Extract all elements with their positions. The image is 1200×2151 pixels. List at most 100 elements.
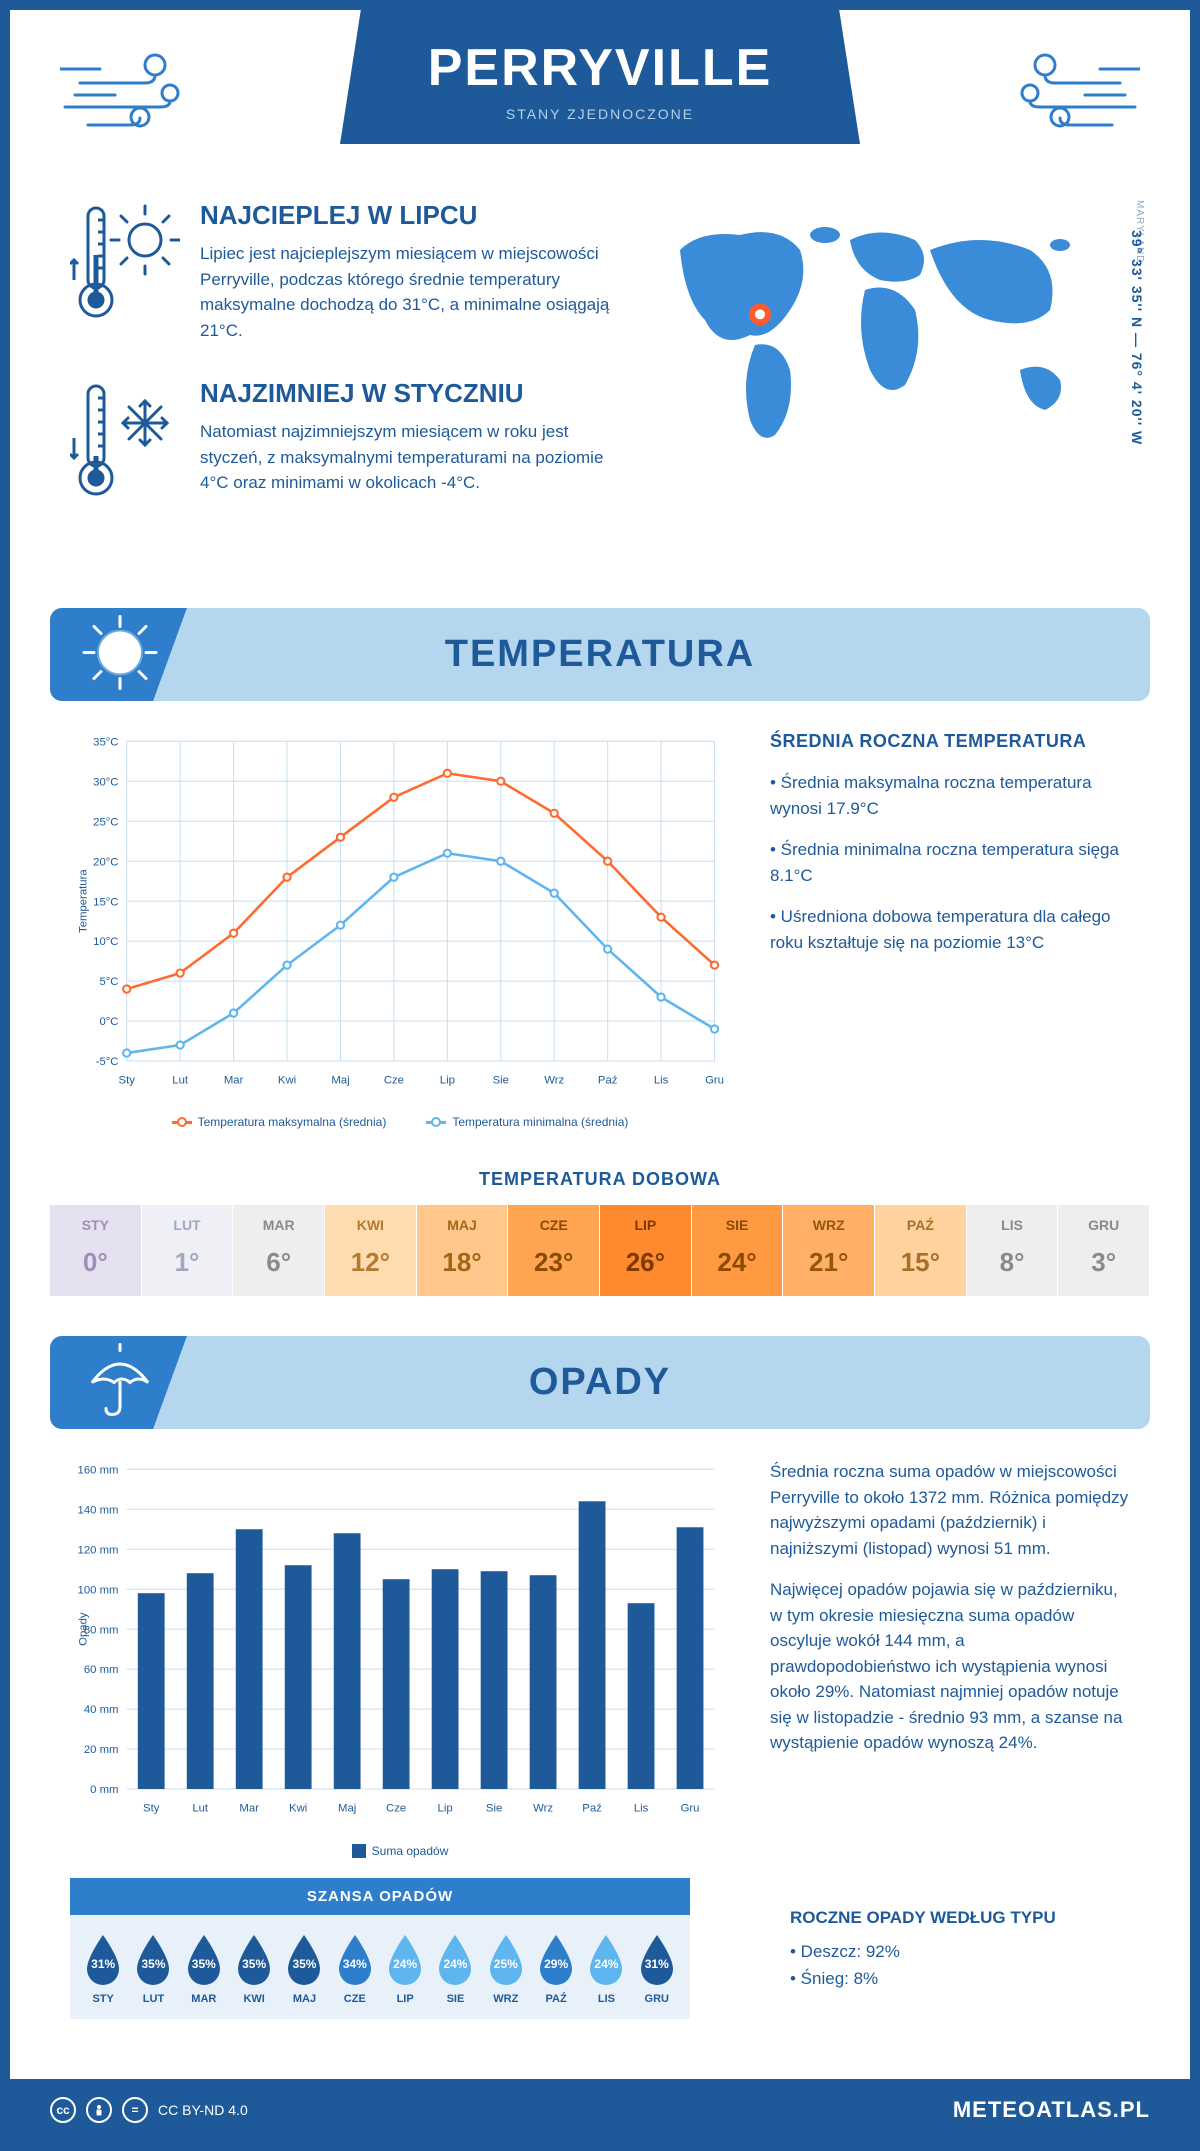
- coordinates: 39° 33' 35'' N — 76° 4' 20'' W: [1129, 230, 1145, 445]
- license-block: cc = CC BY-ND 4.0: [50, 2097, 248, 2123]
- svg-text:Temperatura: Temperatura: [78, 869, 90, 933]
- svg-text:Lis: Lis: [654, 1075, 669, 1087]
- rain-drop-cell: 35%KWI: [229, 1933, 279, 2005]
- annual-temp-bullet: • Średnia maksymalna roczna temperatura …: [770, 770, 1130, 821]
- svg-text:5°C: 5°C: [99, 976, 118, 988]
- temperature-section-header: TEMPERATURA: [50, 608, 1150, 701]
- svg-text:Lip: Lip: [438, 1803, 453, 1815]
- svg-text:40 mm: 40 mm: [84, 1704, 119, 1716]
- warmest-title: NAJCIEPLEJ W LIPCU: [200, 200, 620, 231]
- svg-text:160 mm: 160 mm: [78, 1465, 119, 1477]
- temp-legend: Temperatura maksymalna (średnia) Tempera…: [70, 1115, 730, 1129]
- precip-para-1: Średnia roczna suma opadów w miejscowośc…: [770, 1459, 1130, 1561]
- svg-text:Gru: Gru: [681, 1803, 700, 1815]
- annual-temp-info: ŚREDNIA ROCZNA TEMPERATURA • Średnia mak…: [770, 731, 1130, 1129]
- rain-drop-cell: 35%LUT: [128, 1933, 178, 2005]
- precip-chart: 0 mm20 mm40 mm60 mm80 mm100 mm120 mm140 …: [70, 1459, 730, 1857]
- world-map: MARYLAND 39° 33' 35'' N — 76° 4' 20'' W: [650, 200, 1130, 548]
- svg-text:15°C: 15°C: [93, 896, 118, 908]
- warmest-fact: NAJCIEPLEJ W LIPCU Lipiec jest najcieple…: [70, 200, 620, 343]
- rain-drop-cell: 35%MAR: [179, 1933, 229, 2005]
- svg-text:Wrz: Wrz: [544, 1075, 564, 1087]
- svg-text:Cze: Cze: [386, 1803, 406, 1815]
- svg-text:Paź: Paź: [598, 1075, 618, 1087]
- site-name: METEOATLAS.PL: [953, 2097, 1150, 2123]
- svg-text:30°C: 30°C: [93, 776, 118, 788]
- svg-text:Lip: Lip: [440, 1075, 455, 1087]
- rain-drop-cell: 24%LIP: [380, 1933, 430, 2005]
- svg-text:Cze: Cze: [384, 1075, 404, 1087]
- svg-text:10°C: 10°C: [93, 936, 118, 948]
- country-subtitle: STANY ZJEDNOCZONE: [360, 106, 840, 122]
- coldest-title: NAJZIMNIEJ W STYCZNIU: [200, 378, 620, 409]
- city-title: PERRYVILLE: [360, 38, 840, 98]
- svg-text:Wrz: Wrz: [533, 1803, 553, 1815]
- precip-title: OPADY: [90, 1361, 1110, 1404]
- precip-info: Średnia roczna suma opadów w miejscowośc…: [770, 1459, 1130, 1857]
- daily-temp-cell: LUT1°: [142, 1205, 234, 1296]
- annual-temp-bullet: • Średnia minimalna roczna temperatura s…: [770, 837, 1130, 888]
- rain-drop-cell: 24%LIS: [581, 1933, 631, 2005]
- precip-row: 0 mm20 mm40 mm60 mm80 mm100 mm120 mm140 …: [10, 1459, 1190, 1877]
- rain-drop-cell: 31%GRU: [632, 1933, 682, 2005]
- annual-temp-title: ŚREDNIA ROCZNA TEMPERATURA: [770, 731, 1130, 752]
- daily-temp-cell: CZE23°: [508, 1205, 600, 1296]
- svg-text:Sty: Sty: [143, 1803, 160, 1815]
- svg-text:Lis: Lis: [634, 1803, 649, 1815]
- temperature-title: TEMPERATURA: [90, 633, 1110, 676]
- rain-chance-box: SZANSA OPADÓW 31%STY35%LUT35%MAR35%KWI35…: [70, 1878, 690, 2019]
- daily-temp-cell: SIE24°: [692, 1205, 784, 1296]
- page: PERRYVILLE STANY ZJEDNOCZONE: [0, 0, 1200, 2151]
- rain-drop-cell: 34%CZE: [330, 1933, 380, 2005]
- thermometer-snow-icon: [70, 378, 180, 513]
- svg-text:0 mm: 0 mm: [90, 1784, 118, 1796]
- rain-drops-row: 31%STY35%LUT35%MAR35%KWI35%MAJ34%CZE24%L…: [70, 1915, 690, 2019]
- precip-type-title: ROCZNE OPADY WEDŁUG TYPU: [790, 1908, 1090, 1928]
- svg-text:Sty: Sty: [119, 1075, 136, 1087]
- by-icon: [86, 2097, 112, 2123]
- daily-temp-cell: KWI12°: [325, 1205, 417, 1296]
- svg-text:35°C: 35°C: [93, 736, 118, 748]
- svg-text:Paź: Paź: [582, 1803, 602, 1815]
- svg-text:Lut: Lut: [192, 1803, 209, 1815]
- precip-para-2: Najwięcej opadów pojawia się w październ…: [770, 1577, 1130, 1756]
- svg-text:Maj: Maj: [338, 1803, 356, 1815]
- daily-temp-title: TEMPERATURA DOBOWA: [10, 1169, 1190, 1190]
- daily-temp-cell: LIP26°: [600, 1205, 692, 1296]
- svg-text:100 mm: 100 mm: [78, 1585, 119, 1597]
- rain-chance-title: SZANSA OPADÓW: [70, 1878, 690, 1915]
- daily-temp-cell: STY0°: [50, 1205, 142, 1296]
- svg-text:Maj: Maj: [331, 1075, 349, 1087]
- wind-icon: [60, 45, 190, 140]
- svg-text:Opady: Opady: [78, 1612, 90, 1646]
- svg-text:20°C: 20°C: [93, 856, 118, 868]
- svg-text:25°C: 25°C: [93, 816, 118, 828]
- coldest-text: Natomiast najzimniejszym miesiącem w rok…: [200, 419, 620, 496]
- license-text: CC BY-ND 4.0: [158, 2102, 248, 2118]
- daily-temp-cell: GRU3°: [1058, 1205, 1150, 1296]
- precip-type-box: ROCZNE OPADY WEDŁUG TYPU • Deszcz: 92%• …: [790, 1878, 1150, 2039]
- sun-icon: [80, 612, 160, 697]
- rain-drop-cell: 35%MAJ: [279, 1933, 329, 2005]
- svg-text:Gru: Gru: [705, 1075, 724, 1087]
- svg-text:Sie: Sie: [493, 1075, 509, 1087]
- svg-text:Mar: Mar: [239, 1803, 259, 1815]
- umbrella-icon: [80, 1340, 160, 1425]
- svg-text:-5°C: -5°C: [96, 1056, 119, 1068]
- nd-icon: =: [122, 2097, 148, 2123]
- warmest-text: Lipiec jest najcieplejszym miesiącem w m…: [200, 241, 620, 343]
- svg-text:Lut: Lut: [172, 1075, 189, 1087]
- coldest-fact: NAJZIMNIEJ W STYCZNIU Natomiast najzimni…: [70, 378, 620, 513]
- rain-drop-cell: 25%WRZ: [481, 1933, 531, 2005]
- daily-temp-cell: WRZ21°: [783, 1205, 875, 1296]
- svg-text:0°C: 0°C: [99, 1016, 118, 1028]
- svg-text:Kwi: Kwi: [289, 1803, 307, 1815]
- cc-icon: cc: [50, 2097, 76, 2123]
- intro-facts: NAJCIEPLEJ W LIPCU Lipiec jest najcieple…: [70, 200, 620, 548]
- annual-temp-bullet: • Uśredniona dobowa temperatura dla całe…: [770, 904, 1130, 955]
- svg-text:140 mm: 140 mm: [78, 1505, 119, 1517]
- svg-text:20 mm: 20 mm: [84, 1744, 119, 1756]
- daily-temp-grid: STY0°LUT1°MAR6°KWI12°MAJ18°CZE23°LIP26°S…: [50, 1205, 1150, 1296]
- svg-text:60 mm: 60 mm: [84, 1664, 119, 1676]
- precip-section-header: OPADY: [50, 1336, 1150, 1429]
